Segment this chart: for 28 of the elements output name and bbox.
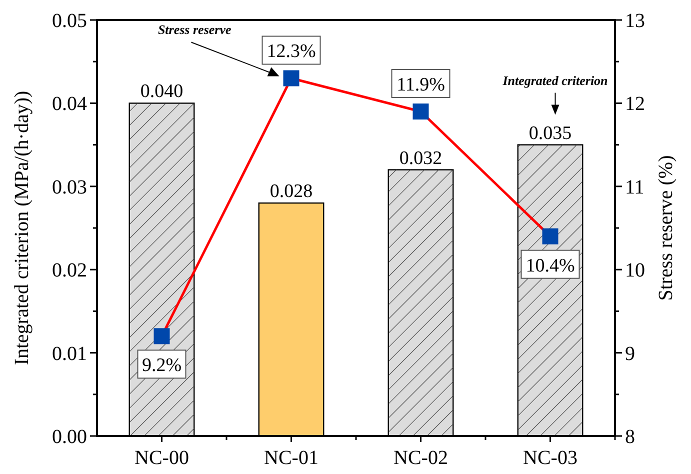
data-label: 0.028 [270, 181, 313, 202]
data-label: 11.9% [396, 74, 446, 96]
y-tick-label: 0.04 [52, 93, 87, 116]
y-tick-label: 0.01 [52, 342, 87, 365]
x-tick-label: NC-03 [523, 447, 578, 469]
y2-tick-label: 9 [625, 342, 635, 365]
y-tick-label: 0.00 [52, 426, 87, 448]
x-tick-label: NC-00 [134, 447, 189, 469]
data-label: 0.035 [528, 122, 572, 144]
annotation: Stress reserve [158, 22, 232, 38]
data-label: 10.4% [526, 255, 575, 276]
data-label: 0.032 [399, 148, 442, 169]
data-label: 12.3% [266, 41, 316, 62]
x-tick-label: NC-01 [264, 447, 318, 469]
y-tick-label: 0.02 [52, 260, 87, 282]
y2-tick-label: 10 [625, 260, 645, 282]
y-axis-title: Integrated criterion (MPa/(h·day)) [11, 90, 33, 366]
annotation: Integrated criterion [502, 72, 608, 88]
y2-tick-label: 13 [625, 10, 645, 32]
y-tick-label: 0.03 [52, 176, 87, 198]
data-label: 9.2% [142, 355, 182, 376]
y2-tick-label: 11 [625, 176, 644, 198]
data-label: 0.040 [140, 81, 184, 102]
y2-axis-title: Stress reserve (%) [655, 155, 677, 301]
y-tick-label: 0.05 [52, 10, 87, 32]
y2-tick-label: 12 [625, 93, 645, 116]
x-tick-label: NC-02 [394, 447, 448, 469]
y2-tick-label: 8 [625, 426, 635, 448]
